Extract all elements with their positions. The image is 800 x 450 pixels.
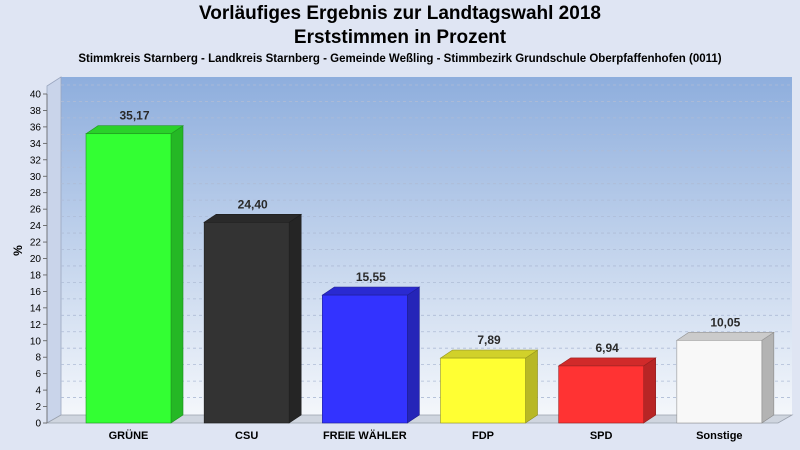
bar-top xyxy=(439,349,539,359)
bar-side xyxy=(525,349,538,424)
chart-title: Vorläufiges Ergebnis zur Landtagswahl 20… xyxy=(199,3,601,24)
bar-side xyxy=(170,125,184,424)
x-axis: GRÜNE CSU FREIE WÄHLER FDP SPD Sonstige xyxy=(109,429,743,442)
bar xyxy=(439,349,539,424)
y-tick-label: 36 xyxy=(30,122,42,133)
x-tick-label: Sonstige xyxy=(696,430,742,442)
y-tick-label: 6 xyxy=(35,369,41,380)
y-tick-label: 0 xyxy=(35,419,41,430)
y-tick-label: 8 xyxy=(35,353,41,364)
bars: 35,17 24,40 15,55 7,89 6,94 10,05 xyxy=(85,109,775,424)
bar-top xyxy=(85,125,184,135)
bar-value-label: 6,94 xyxy=(595,341,619,355)
y-axis-label: % xyxy=(11,245,25,256)
bar-side xyxy=(643,357,656,424)
y-tick-label: 32 xyxy=(30,155,42,166)
bar-value-label: 24,40 xyxy=(238,197,268,211)
bar-front xyxy=(322,294,408,424)
bar-value-label: 7,89 xyxy=(477,333,501,347)
bar-front xyxy=(85,133,172,424)
bar-front xyxy=(440,357,526,424)
chart-caption: Stimmkreis Starnberg - Landkreis Starnbe… xyxy=(78,53,722,65)
bar xyxy=(675,331,775,424)
bar xyxy=(321,286,421,424)
x-tick-label: FREIE WÄHLER xyxy=(323,429,407,442)
bar xyxy=(85,125,184,424)
bar xyxy=(203,213,303,424)
bar-value-label: 35,17 xyxy=(119,109,149,123)
y-tick-label: 2 xyxy=(35,402,41,413)
y-tick-label: 40 xyxy=(30,90,42,101)
bar-top xyxy=(675,332,775,341)
bar-side xyxy=(761,331,775,424)
bar xyxy=(557,357,657,424)
y-tick-label: 16 xyxy=(30,287,42,298)
y-tick-label: 18 xyxy=(30,270,42,281)
y-tick-label: 38 xyxy=(30,106,42,117)
x-tick-label: GRÜNE xyxy=(109,429,149,442)
bar-top xyxy=(557,357,657,367)
x-tick-label: SPD xyxy=(590,430,613,442)
bar-top xyxy=(321,286,421,296)
chart-subtitle: Erststimmen in Prozent xyxy=(293,27,507,48)
y-tick-label: 14 xyxy=(30,303,42,314)
bar-side xyxy=(407,286,420,424)
y-tick-label: 24 xyxy=(30,221,42,232)
bar-front xyxy=(203,222,290,424)
y-tick-label: 34 xyxy=(30,139,42,150)
x-tick-label: CSU xyxy=(235,430,258,442)
bar-value-label: 10,05 xyxy=(710,315,740,329)
y-tick-label: 22 xyxy=(30,238,42,249)
bar-value-label: 15,55 xyxy=(356,270,386,284)
y-tick-label: 26 xyxy=(30,205,42,216)
y-tick-label: 30 xyxy=(30,172,42,183)
bar-side xyxy=(288,213,302,424)
bar-front xyxy=(558,365,644,424)
y-tick-label: 28 xyxy=(30,188,42,199)
y-tick-label: 10 xyxy=(30,336,42,347)
x-tick-label: FDP xyxy=(472,430,494,442)
y-tick-label: 20 xyxy=(30,254,42,265)
bar-top xyxy=(203,214,303,223)
plot-side-wall xyxy=(46,76,62,424)
y-tick-label: 12 xyxy=(30,320,42,331)
y-tick-label: 4 xyxy=(35,386,41,397)
bar-front xyxy=(676,340,763,424)
